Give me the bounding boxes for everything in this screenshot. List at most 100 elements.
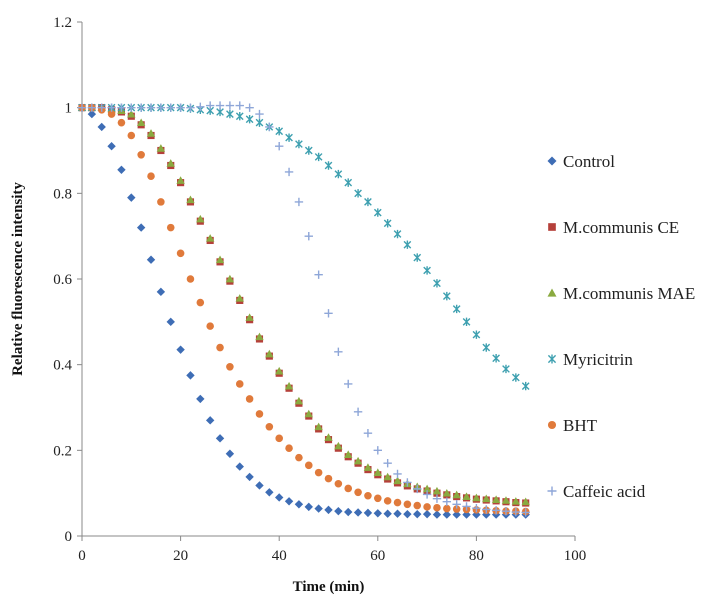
- data-point: [255, 481, 264, 490]
- x-tick-label: 80: [469, 548, 484, 564]
- data-point: [176, 103, 185, 112]
- data-point: [127, 109, 136, 118]
- data-point: [215, 255, 225, 264]
- data-point: [344, 450, 353, 458]
- data-point: [196, 394, 205, 404]
- data-point: [275, 366, 284, 375]
- data-point: [353, 456, 363, 465]
- data-point: [344, 178, 353, 187]
- legend: Control M.communis CE M.communis MAE Myrici…: [547, 152, 695, 501]
- legend-marker: [547, 156, 557, 166]
- data-point: [472, 493, 481, 502]
- data-point: [373, 208, 382, 217]
- data-point: [205, 101, 215, 110]
- data-point: [304, 409, 313, 418]
- data-point: [245, 313, 254, 321]
- data-point: [166, 159, 175, 167]
- data-point: [117, 165, 126, 174]
- data-point: [423, 503, 431, 511]
- data-point: [245, 472, 254, 482]
- data-point: [156, 287, 166, 297]
- data-point: [462, 317, 471, 327]
- data-point: [225, 274, 235, 283]
- data-point: [452, 500, 461, 509]
- data-point: [403, 478, 412, 487]
- data-point: [324, 505, 333, 515]
- data-point: [87, 103, 97, 112]
- data-point: [166, 103, 175, 112]
- data-point: [215, 101, 225, 110]
- data-point: [127, 103, 136, 112]
- data-point: [285, 133, 293, 142]
- x-tick-label: 0: [78, 548, 86, 564]
- data-point: [353, 407, 363, 416]
- data-point: [353, 508, 363, 517]
- data-point: [413, 253, 422, 262]
- x-tick-label: 60: [370, 548, 385, 564]
- data-point: [324, 161, 333, 170]
- data-point: [166, 317, 175, 327]
- data-point: [334, 506, 343, 516]
- legend-label: M.communis CE: [563, 218, 679, 237]
- data-point: [373, 509, 382, 518]
- data-point: [403, 509, 412, 519]
- y-tick-label: 0: [65, 529, 73, 545]
- data-point: [107, 103, 116, 112]
- data-point: [127, 193, 136, 202]
- data-point: [423, 266, 431, 275]
- y-tick-label: 0.8: [53, 186, 72, 202]
- data-point: [186, 195, 195, 204]
- data-point: [432, 510, 442, 519]
- data-point: [521, 497, 530, 506]
- data-point: [393, 498, 402, 507]
- legend-label: Caffeic acid: [563, 482, 646, 501]
- data-point: [275, 127, 284, 136]
- data-point: [186, 275, 195, 283]
- x-axis-title: Time (min): [293, 579, 365, 595]
- data-point: [364, 197, 372, 207]
- data-point: [383, 219, 392, 228]
- data-point: [226, 363, 234, 371]
- data-point: [334, 169, 343, 179]
- data-point: [324, 309, 333, 318]
- data-point: [334, 441, 343, 450]
- data-point: [136, 103, 146, 112]
- data-point: [462, 502, 471, 511]
- data-point: [501, 496, 511, 504]
- data-point: [374, 494, 382, 503]
- data-point: [265, 422, 274, 431]
- data-point: [354, 189, 362, 198]
- data-point: [295, 139, 303, 149]
- data-point: [196, 102, 205, 112]
- data-point: [265, 122, 274, 132]
- data-point: [166, 223, 175, 232]
- data-point: [284, 381, 294, 390]
- data-point: [304, 231, 313, 241]
- data-point: [215, 434, 225, 443]
- data-point: [176, 249, 185, 258]
- data-point: [196, 298, 205, 307]
- data-point: [452, 510, 461, 519]
- legend-marker: [547, 288, 557, 297]
- data-point: [502, 364, 510, 374]
- data-point: [511, 507, 521, 517]
- legend-marker: [547, 486, 557, 496]
- data-point: [275, 142, 284, 151]
- data-point: [334, 479, 343, 488]
- data-point: [157, 198, 165, 206]
- legend-marker: [547, 420, 557, 430]
- data-point: [383, 472, 392, 481]
- data-point: [344, 507, 353, 517]
- data-point: [245, 115, 254, 124]
- data-point: [403, 240, 412, 249]
- data-point: [491, 506, 501, 515]
- data-point: [393, 469, 402, 479]
- data-point: [482, 343, 491, 352]
- data-point: [117, 103, 126, 112]
- data-point: [205, 416, 215, 425]
- data-point: [304, 146, 313, 155]
- data-point: [393, 509, 402, 518]
- data-point: [255, 410, 264, 418]
- legend-label: Myricitrin: [563, 350, 633, 369]
